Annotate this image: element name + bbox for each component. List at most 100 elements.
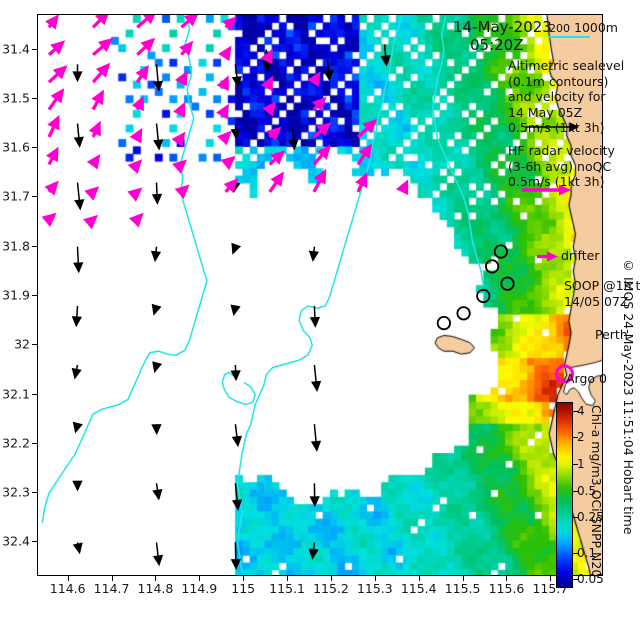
y-tick-label: 32.4 xyxy=(2,533,30,549)
hf-radar-velocity-arrow-head xyxy=(316,144,331,160)
x-tick-mark xyxy=(199,576,201,581)
x-tick-mark xyxy=(287,576,289,581)
hf-radar-velocity-arrow-head xyxy=(270,150,286,165)
x-tick-mark xyxy=(550,576,552,581)
x-tick-label: 115.4 xyxy=(400,581,437,596)
map-plot-area xyxy=(37,14,603,576)
x-tick-label: 115.6 xyxy=(488,581,525,596)
bathymetry-contour-inner xyxy=(221,371,257,406)
altimetric-velocity-arrow-head xyxy=(73,136,84,148)
hf-radar-velocity-arrow-head xyxy=(91,89,104,106)
hf-radar-velocity-arrow-head xyxy=(217,130,232,146)
hf-radar-scale-arrow-icon xyxy=(522,184,571,196)
soop-track-marker xyxy=(484,259,500,274)
altimetric-velocity-arrow-head xyxy=(308,250,319,262)
colorbar-tick-label: 4 xyxy=(577,403,585,418)
hf-radar-velocity-arrow-head xyxy=(362,118,378,134)
altimetric-velocity-arrow-head xyxy=(230,370,241,382)
hf-radar-velocity-arrow-head xyxy=(47,114,60,131)
hf-radar-velocity-arrow-head xyxy=(179,40,194,56)
x-tick-label: 115.2 xyxy=(313,581,349,596)
altimetric-velocity-arrow-head xyxy=(309,496,320,508)
altimetric-velocity-arrow-head xyxy=(72,421,83,434)
altimetric-velocity-arrow-head xyxy=(231,242,242,255)
x-tick-mark xyxy=(67,576,69,581)
altimetry-scale-arrow-icon xyxy=(526,122,579,132)
altimetric-velocity-arrow-head xyxy=(151,303,162,316)
hf-radar-velocity-arrow-head xyxy=(129,212,144,228)
hf-radar-velocity-arrow-head xyxy=(358,143,373,159)
colorbar-tick-label: 2 xyxy=(577,430,585,445)
hf-radar-velocity-arrow-head xyxy=(260,48,273,65)
altimetric-velocity-arrow-head xyxy=(230,304,241,317)
y-tick-mark xyxy=(32,541,37,543)
y-tick-label: 31.7 xyxy=(2,188,30,204)
city-label-perth: Perth xyxy=(595,327,628,342)
altimetric-velocity-arrow-head xyxy=(74,199,85,211)
colorbar-tick-label: 1 xyxy=(577,457,585,471)
altimetric-velocity-arrow-head xyxy=(309,316,320,328)
y-tick-mark xyxy=(32,344,37,346)
hf-radar-velocity-arrow-head xyxy=(172,159,187,174)
hf-radar-velocity-arrow-head xyxy=(316,122,332,137)
altimetric-velocity-arrow-head xyxy=(152,554,164,567)
altimetric-velocity-arrow-head xyxy=(151,424,162,436)
y-tick-label: 31.8 xyxy=(2,238,30,254)
x-tick-mark xyxy=(330,576,332,581)
drifter-marker-icon xyxy=(537,251,558,262)
colorbar-tick-mark xyxy=(573,410,578,412)
colorbar xyxy=(556,402,573,588)
x-tick-mark xyxy=(243,576,245,581)
x-tick-mark xyxy=(462,576,464,581)
hf-radar-velocity-arrow-head xyxy=(84,186,100,201)
hf-radar-velocity-arrow-head xyxy=(262,101,277,117)
x-tick-label: 115.3 xyxy=(356,581,393,596)
y-tick-label: 31.5 xyxy=(2,90,30,106)
colorbar-title: Chl-a mg/m3 OCi SNPP N20 xyxy=(589,405,604,578)
hf-radar-velocity-arrow-head xyxy=(46,146,59,163)
hf-radar-velocity-arrow-head xyxy=(50,40,66,55)
hf-radar-velocity-arrow-head xyxy=(312,96,327,112)
y-tick-mark xyxy=(32,245,37,247)
map-title-date: 14-May-2023 xyxy=(453,18,552,36)
x-tick-label: 115.1 xyxy=(269,581,305,596)
colorbar-tick-mark xyxy=(573,490,578,492)
x-tick-label: 114.7 xyxy=(93,581,130,596)
argo-label: Argo 0 xyxy=(566,371,607,386)
y-tick-mark xyxy=(32,393,37,395)
x-tick-label: 115 xyxy=(231,581,256,596)
credit-text: © IMOS 24-May-2023 11:51:04 Hobart time xyxy=(621,258,636,535)
altimetric-velocity-arrow-head xyxy=(151,193,163,205)
hf-radar-velocity-arrow-head xyxy=(222,16,237,31)
map-title-time: 05:20Z xyxy=(470,36,524,54)
colorbar-tick-label: 0.1 xyxy=(577,545,597,560)
altimetric-velocity-arrow-head xyxy=(308,548,319,560)
y-tick-mark xyxy=(32,147,37,149)
x-tick-mark xyxy=(155,576,157,581)
hf-radar-velocity-arrow-head xyxy=(83,214,99,230)
hf-radar-velocity-arrow-head xyxy=(129,127,143,144)
y-tick-mark xyxy=(32,196,37,198)
hf-radar-velocity-arrow-head xyxy=(127,159,143,174)
hf-radar-velocity-arrow-head xyxy=(142,15,155,25)
hf-radar-velocity-arrow-head xyxy=(355,172,368,188)
map-overlay-vectors xyxy=(41,15,574,573)
x-tick-mark xyxy=(506,576,508,581)
hf-radar-velocity-arrow-head xyxy=(270,171,284,187)
altimetric-velocity-arrow-head xyxy=(288,138,299,151)
hf-radar-velocity-arrow-head xyxy=(216,75,229,91)
y-tick-label: 31.6 xyxy=(2,139,30,155)
hf-radar-velocity-arrow-head xyxy=(171,131,186,147)
y-tick-label: 31.9 xyxy=(2,287,30,303)
altimetric-velocity-arrow-head xyxy=(230,558,241,570)
hf-radar-velocity-arrow-head xyxy=(223,178,239,193)
altimetric-velocity-arrow-head xyxy=(152,489,163,501)
x-tick-mark xyxy=(374,576,376,581)
altimetric-velocity-arrow-head xyxy=(231,76,242,88)
soop-track-marker xyxy=(500,276,515,291)
hf-radar-velocity-arrow-head xyxy=(44,180,59,196)
colorbar-tick-mark xyxy=(573,579,578,581)
y-tick-label: 32 xyxy=(14,336,30,352)
hf-radar-velocity-arrow-head xyxy=(220,155,236,171)
map-canvas-layer xyxy=(38,15,602,575)
